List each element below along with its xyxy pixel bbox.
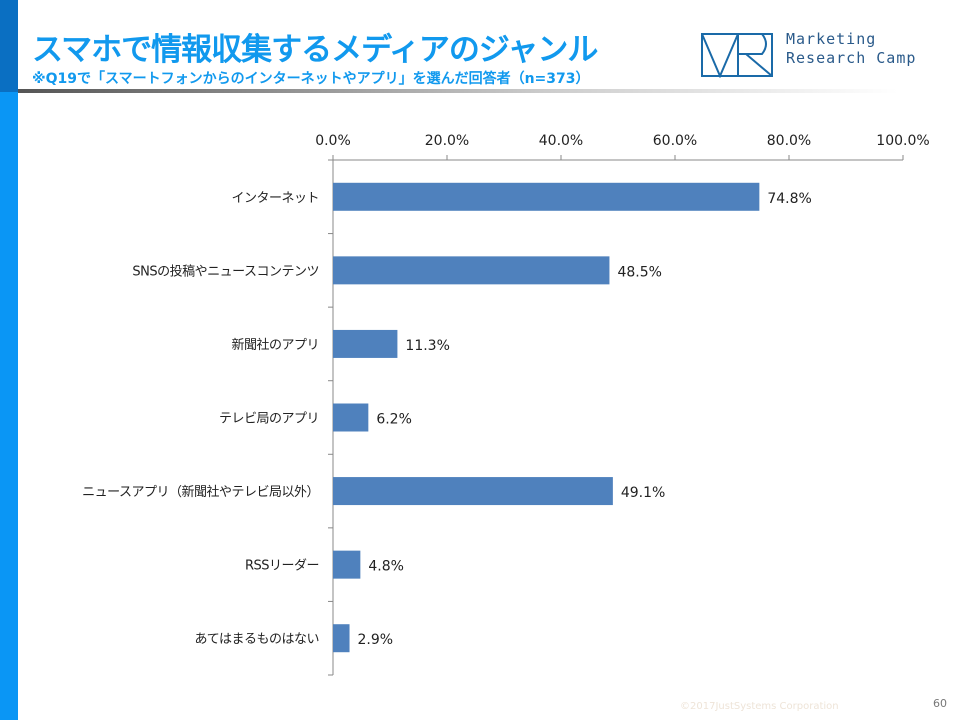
x-tick-label: 0.0% — [315, 133, 351, 149]
category-label: RSSリーダー — [245, 559, 319, 574]
x-tick-label: 40.0% — [539, 133, 583, 149]
page-subtitle: ※Q19で「スマートフォンからのインターネットやアプリ」を選んだ回答者（n=37… — [32, 71, 590, 87]
logo-text: Marketing Research Camp — [786, 30, 917, 67]
category-label: テレビ局のアプリ — [219, 412, 319, 427]
data-label: 74.8% — [767, 191, 811, 207]
data-label: 49.1% — [621, 485, 665, 501]
data-label: 2.9% — [358, 632, 394, 648]
mrc-logo-icon — [701, 33, 773, 78]
page-number: 60 — [933, 697, 947, 710]
title-divider — [18, 89, 898, 93]
category-label: あてはまるものはない — [195, 632, 319, 647]
copyright: ©2017JustSystems Corporation — [680, 701, 839, 712]
bar — [333, 624, 350, 653]
bar — [333, 256, 610, 285]
left-accent-bar-top — [0, 0, 18, 92]
data-label: 11.3% — [405, 338, 449, 354]
data-label: 48.5% — [617, 264, 661, 280]
left-accent-bar — [0, 92, 18, 720]
bar — [333, 329, 398, 358]
x-tick-label: 100.0% — [876, 133, 929, 149]
category-label: SNSの投稿やニュースコンテンツ — [132, 263, 319, 279]
category-label: ニュースアプリ（新聞社やテレビ局以外） — [82, 484, 319, 500]
x-tick-label: 60.0% — [653, 133, 697, 149]
bar — [333, 182, 760, 211]
bar — [333, 477, 613, 506]
category-label: 新聞社のアプリ — [231, 337, 319, 353]
bar — [333, 403, 369, 432]
category-label: インターネット — [231, 191, 319, 206]
page-title: スマホで情報収集するメディアのジャンル — [32, 32, 598, 68]
x-tick-label: 20.0% — [425, 133, 469, 149]
data-label: 6.2% — [376, 412, 412, 428]
data-label: 4.8% — [368, 559, 404, 575]
bar — [333, 550, 361, 579]
x-tick-label: 80.0% — [767, 133, 811, 149]
